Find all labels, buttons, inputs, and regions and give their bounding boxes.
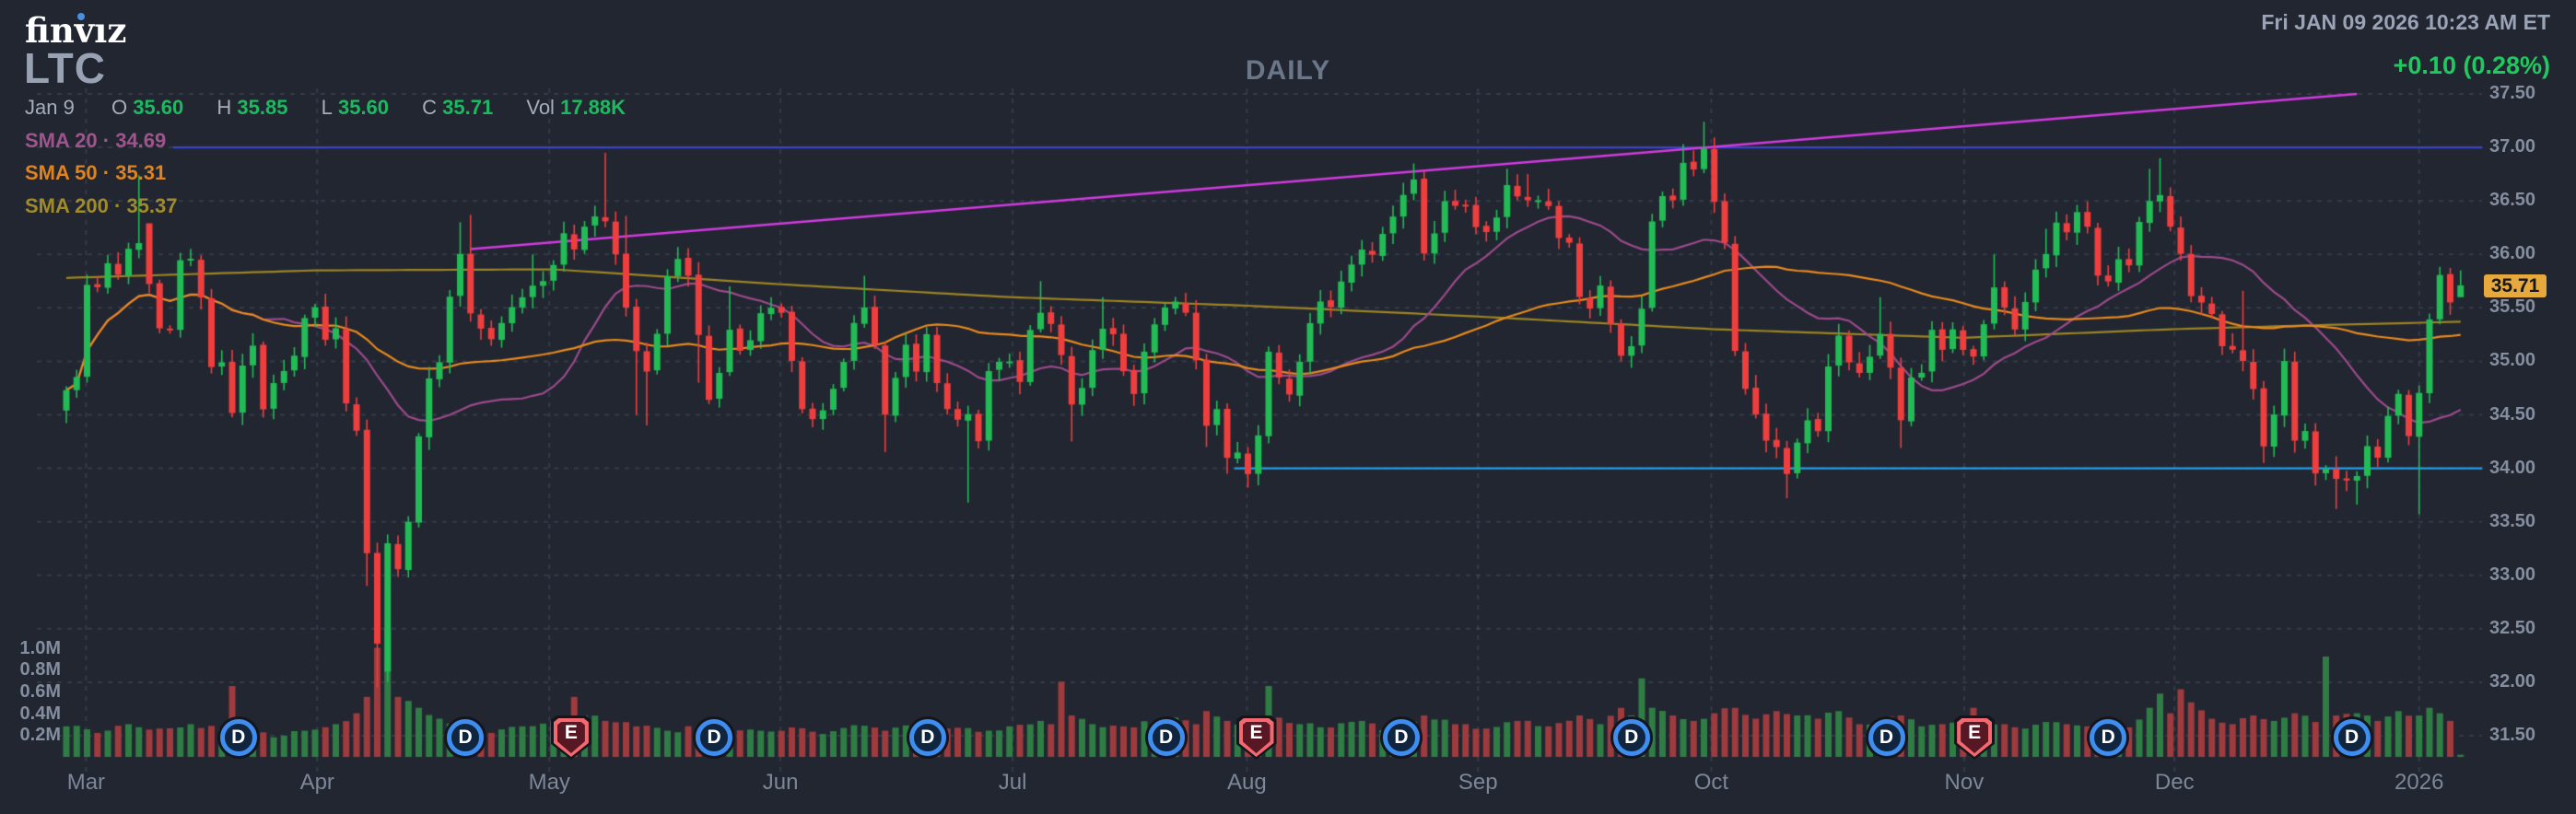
volume-value: 17.88K: [560, 96, 626, 119]
time-axis-label: Jul: [998, 770, 1027, 795]
time-axis-label: Dec: [2154, 770, 2195, 795]
price-axis-label: 32.50: [2489, 617, 2536, 638]
volume-axis-label: 0.6M: [19, 680, 61, 702]
timeframe-label[interactable]: DAILY: [1245, 55, 1331, 86]
low-value: 35.60: [337, 96, 390, 119]
earnings-badge-letter: E: [1968, 722, 1982, 743]
price-axis-label: 36.50: [2489, 190, 2536, 211]
ohlc-legend: Jan 9 O 35.60 H 35.85 L 35.60 C 35.71 Vo…: [25, 96, 626, 120]
time-axis-label: May: [528, 770, 570, 795]
last-price-tag: 35.71: [2484, 273, 2547, 297]
dividend-badge[interactable]: D: [696, 719, 733, 756]
open-value: 35.60: [133, 96, 184, 119]
time-axis-label: Nov: [1944, 770, 1985, 795]
sma20-legend[interactable]: SMA 20 · 34.69: [25, 129, 167, 152]
dividend-badge[interactable]: D: [1612, 719, 1650, 756]
time-axis-label: Jun: [762, 770, 799, 795]
dividend-badge[interactable]: D: [2333, 719, 2371, 756]
earnings-badge[interactable]: E: [550, 715, 591, 760]
dividend-badge[interactable]: D: [1147, 719, 1185, 756]
finviz-logo[interactable]: finvız: [25, 10, 127, 51]
price-axis-label: 32.00: [2489, 670, 2536, 692]
sma200-legend[interactable]: SMA 200 · 35.37: [25, 194, 178, 217]
close-label: C: [422, 96, 438, 119]
ticker-symbol: LTC: [24, 44, 107, 92]
price-axis-label: 35.00: [2489, 350, 2536, 371]
price-axis-label: 33.50: [2489, 510, 2536, 531]
legend-date: Jan 9: [25, 96, 75, 119]
volume-axis-label: 0.4M: [19, 703, 61, 724]
open-label: O: [111, 96, 128, 119]
dividend-badge[interactable]: D: [447, 719, 485, 756]
price-axis-label: 37.00: [2489, 136, 2536, 157]
earnings-badge-letter: E: [1249, 722, 1263, 743]
earnings-badge[interactable]: E: [1235, 715, 1277, 760]
time-axis-label: Oct: [1693, 770, 1729, 795]
price-axis-label: 34.50: [2489, 403, 2536, 424]
earnings-badge-letter: E: [564, 722, 578, 743]
time-axis-label: Aug: [1227, 770, 1267, 795]
time-axis-label: Mar: [66, 770, 106, 795]
quote-datetime: Fri JAN 09 2026 10:23 AM ET: [2261, 10, 2550, 34]
dividend-badge[interactable]: D: [1383, 719, 1420, 756]
volume-label: Vol: [526, 96, 555, 119]
price-axis-label: 36.00: [2489, 243, 2536, 264]
low-label: L: [321, 96, 333, 119]
dividend-badge[interactable]: D: [219, 719, 257, 756]
time-axis-label: Apr: [299, 770, 334, 795]
sma50-legend[interactable]: SMA 50 · 35.31: [25, 161, 167, 184]
price-axis-label: 37.50: [2489, 83, 2536, 103]
time-axis-label: Sep: [1458, 770, 1498, 795]
finviz-logo-dot-icon: [77, 13, 85, 20]
volume-axis-label: 0.2M: [19, 725, 61, 746]
price-axis-label: 34.00: [2489, 457, 2536, 478]
close-value: 35.71: [442, 96, 494, 119]
high-label: H: [217, 96, 232, 119]
dividend-badge[interactable]: D: [2090, 719, 2127, 756]
dividend-badge[interactable]: D: [1868, 719, 1905, 756]
price-axis-label: 33.00: [2489, 564, 2536, 585]
earnings-badge[interactable]: E: [1954, 715, 1996, 760]
dividend-badge[interactable]: D: [908, 719, 946, 756]
time-axis-label: 2026: [2395, 770, 2444, 795]
volume-axis-label: 0.8M: [19, 659, 61, 680]
price-axis-label: 35.50: [2489, 297, 2536, 318]
price-axis-label: 31.50: [2489, 725, 2536, 745]
high-value: 35.85: [237, 96, 288, 119]
price-change: +0.10 (0.28%): [2393, 52, 2550, 79]
volume-axis-label: 1.0M: [19, 637, 61, 658]
